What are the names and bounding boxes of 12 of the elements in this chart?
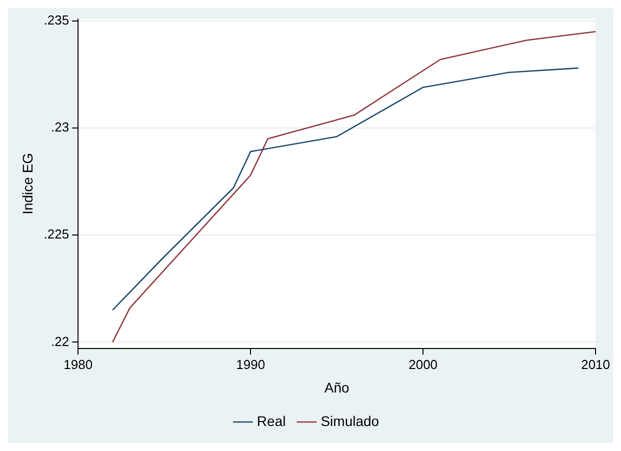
x-tick-label: 2010 — [581, 356, 610, 372]
y-tick-label: .22 — [51, 334, 70, 349]
x-tick-label: 2000 — [408, 356, 438, 372]
y-axis-title: Indice EG — [19, 152, 36, 214]
y-tick-label: .235 — [44, 12, 70, 28]
x-tick-label: 1980 — [64, 356, 93, 372]
y-tick-label: .23 — [51, 120, 70, 135]
y-tick-label: .225 — [44, 226, 70, 242]
x-tick-label: 1990 — [236, 356, 266, 372]
legend-label: Simulado — [320, 412, 380, 429]
legend-label: Real — [256, 412, 286, 429]
x-axis-title: Año — [324, 379, 350, 396]
